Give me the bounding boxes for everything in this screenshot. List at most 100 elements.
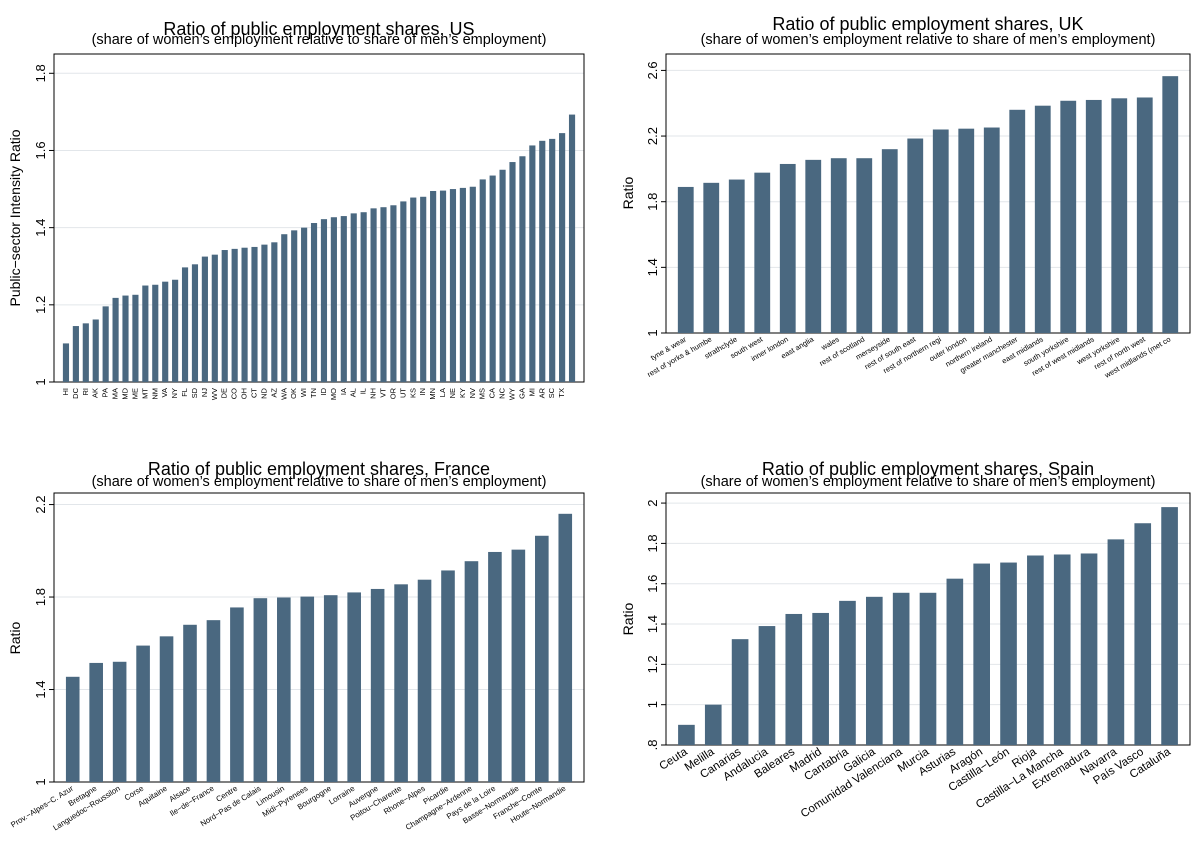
bar <box>191 264 199 382</box>
bar <box>271 242 278 382</box>
x-tick-label: VA <box>160 388 169 397</box>
x-tick-label: FL <box>180 388 189 397</box>
bar <box>1085 99 1102 333</box>
bar <box>1060 100 1077 334</box>
bar <box>1053 554 1071 745</box>
bar <box>946 578 964 745</box>
bar <box>347 592 361 782</box>
bar <box>1080 553 1098 745</box>
bar <box>201 256 208 382</box>
bar <box>892 592 910 745</box>
bar <box>261 244 268 382</box>
bar <box>221 250 228 382</box>
x-tick-label: SD <box>190 387 199 398</box>
x-tick-label: NC <box>498 387 507 398</box>
y-axis-label: Ratio <box>7 621 23 654</box>
bar <box>511 549 526 782</box>
bar <box>1136 97 1153 334</box>
x-tick-label: IN <box>418 388 427 396</box>
bar <box>449 189 457 382</box>
chart-title: Ratio of public employment shares, UK <box>772 14 1083 34</box>
y-tick-label: 1.8 <box>33 64 48 82</box>
bar <box>519 156 526 382</box>
bar <box>122 295 129 382</box>
bar <box>703 182 720 333</box>
x-tick-label: GA <box>517 388 526 399</box>
bar <box>439 190 447 382</box>
bar <box>206 620 221 782</box>
bar <box>983 127 1000 334</box>
x-tick-label: WA <box>279 388 288 400</box>
bar <box>1111 98 1128 333</box>
y-tick-label: 1.8 <box>645 534 660 552</box>
x-tick-label: MI <box>527 388 536 396</box>
bar <box>499 169 506 382</box>
x-tick-label: LA <box>438 388 447 397</box>
bar <box>441 570 455 782</box>
chart-subtitle: (share of women’s employment relative to… <box>701 32 1156 48</box>
x-tick-label: NH <box>369 388 378 399</box>
bar <box>559 133 566 382</box>
bar <box>350 213 357 382</box>
bar <box>300 596 315 782</box>
x-tick-label: CO <box>230 388 239 399</box>
x-tick-label: WV <box>210 388 219 400</box>
bar <box>72 326 79 382</box>
bar <box>919 592 937 745</box>
chart-panel-us: Ratio of public employment shares, US(sh… <box>7 19 585 400</box>
bar <box>394 584 408 782</box>
bar <box>973 563 990 745</box>
y-tick-label: 1.4 <box>645 258 660 276</box>
bar <box>253 598 268 782</box>
plot-frame <box>53 492 585 783</box>
x-tick-label: NM <box>150 388 159 400</box>
bar <box>277 597 291 782</box>
bar <box>417 579 432 782</box>
bar <box>281 234 288 382</box>
bar <box>839 600 856 745</box>
x-tick-label: MS <box>478 388 487 399</box>
plot-frame <box>665 53 1191 334</box>
bar <box>323 595 338 782</box>
bar <box>172 279 179 382</box>
y-tick-label: 2.6 <box>645 61 660 79</box>
bar <box>390 205 397 382</box>
x-tick-label: TX <box>557 388 566 398</box>
y-tick-label: 2.2 <box>33 496 48 514</box>
bar <box>678 724 695 745</box>
chart-panel-france: Ratio of public employment shares, Franc… <box>7 459 585 832</box>
bar <box>136 645 150 782</box>
bar <box>677 186 694 333</box>
bar <box>1009 109 1026 333</box>
chart-title: Ratio of public employment shares, Franc… <box>148 459 490 479</box>
bar <box>370 588 385 782</box>
bar <box>152 284 159 382</box>
bar <box>370 208 377 382</box>
y-axis-label: Public−sector Intensity Ratio <box>7 129 23 306</box>
bar <box>1027 555 1044 745</box>
bar <box>162 281 169 382</box>
bar <box>420 196 427 382</box>
bar <box>488 551 502 782</box>
chart-title: Ratio of public employment shares, Spain <box>762 459 1094 479</box>
x-tick-label: ID <box>319 387 328 395</box>
bar <box>558 513 573 782</box>
x-tick-label: OR <box>388 387 397 399</box>
bar <box>1000 562 1017 745</box>
x-tick-label: AK <box>91 388 100 398</box>
y-tick-label: 1.8 <box>33 588 48 606</box>
y-tick-label: 1 <box>33 378 48 385</box>
x-tick-label: PA <box>101 388 110 397</box>
x-tick-label: ME <box>130 388 139 399</box>
bar <box>509 162 516 382</box>
bar <box>230 607 244 782</box>
bar <box>805 159 822 333</box>
bar <box>754 172 771 333</box>
x-tick-label: DE <box>220 388 229 398</box>
bar <box>183 624 197 782</box>
bar <box>330 217 337 382</box>
bar <box>159 636 174 782</box>
bar <box>830 158 847 333</box>
y-tick-label: 1.4 <box>33 219 48 237</box>
